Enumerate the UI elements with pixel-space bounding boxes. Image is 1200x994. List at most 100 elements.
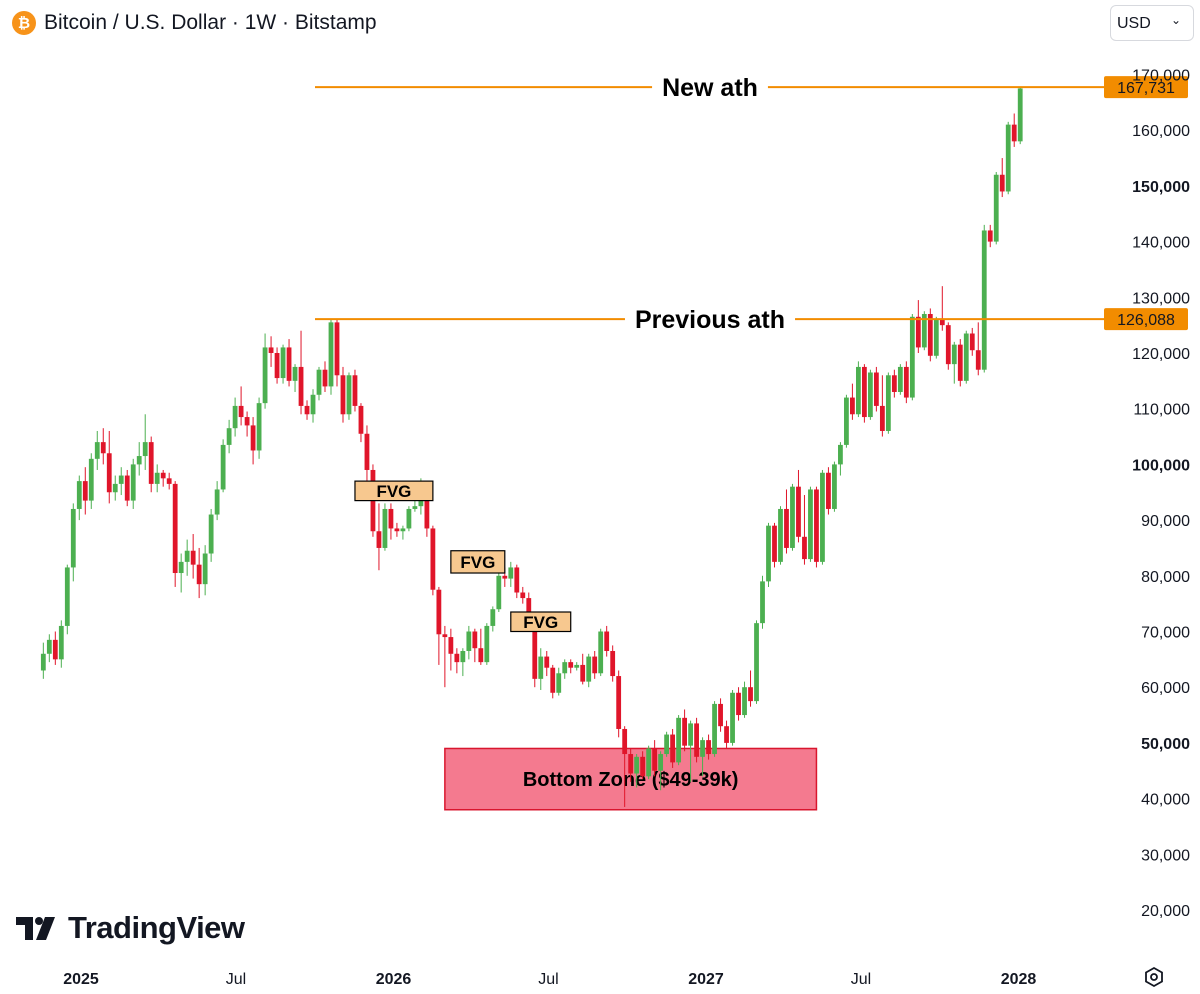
candle: [304, 400, 310, 420]
candle: [232, 397, 238, 437]
candle-body: [244, 417, 250, 426]
candle-body: [184, 550, 190, 562]
candle-body: [232, 405, 238, 429]
time-tick: 2026: [376, 971, 412, 988]
previous-ath-label: Previous ath: [635, 306, 785, 334]
candle: [490, 606, 496, 632]
candle: [310, 389, 316, 423]
candle: [790, 483, 795, 551]
candle-body: [688, 723, 693, 746]
candle-body: [508, 567, 514, 579]
candle-body: [706, 740, 711, 755]
candle-body: [754, 623, 759, 702]
candle-body: [526, 598, 532, 618]
candle-body: [784, 508, 789, 548]
candle-body: [46, 639, 52, 654]
bitcoin-icon: ₿: [12, 11, 36, 35]
candle-body: [861, 366, 867, 418]
candle: [496, 573, 502, 613]
candle: [945, 322, 951, 370]
candle: [484, 623, 490, 665]
time-tick: 2027: [688, 971, 724, 988]
candle: [478, 628, 484, 665]
candle: [520, 586, 526, 604]
candle: [238, 386, 244, 426]
candle: [891, 369, 897, 398]
candle-body: [322, 369, 328, 387]
new-ath-price-tag: [1104, 76, 1188, 99]
candle: [826, 467, 831, 515]
candle-body: [352, 375, 358, 406]
candle-body: [658, 754, 664, 771]
candle: [604, 625, 610, 657]
candle: [951, 341, 957, 384]
candle-body: [963, 333, 969, 381]
symbol-title[interactable]: Bitcoin / U.S. Dollar · 1W · Bitstamp: [44, 11, 377, 34]
candle: [568, 659, 574, 674]
candle: [190, 534, 196, 579]
candle-body: [88, 458, 94, 501]
candle-body: [778, 508, 783, 562]
candle: [88, 453, 94, 509]
currency-selector[interactable]: USD ⌄: [1110, 5, 1194, 41]
candle: [352, 369, 358, 412]
candle: [760, 575, 765, 629]
candle-body: [694, 723, 699, 757]
candle: [148, 436, 154, 493]
candle: [802, 495, 807, 565]
candle: [40, 642, 46, 679]
candle-body: [592, 656, 598, 674]
candle-body: [676, 717, 682, 763]
candle: [664, 731, 670, 757]
candle-body: [556, 673, 562, 693]
candle: [400, 525, 406, 540]
candle-body: [424, 481, 430, 529]
candle-body: [844, 397, 849, 445]
candle-body: [334, 322, 340, 376]
candle: [250, 417, 256, 465]
ath-lines-layer: New ath 167,731 Previous ath 126,088: [315, 74, 1188, 334]
candle-body: [412, 506, 418, 509]
candle: [580, 653, 586, 685]
candle-body: [927, 314, 933, 356]
chevron-down-icon: ⌄: [1171, 13, 1182, 27]
candle: [999, 158, 1005, 198]
candle-body: [274, 353, 280, 379]
candle-body: [166, 478, 172, 484]
candle: [778, 506, 783, 565]
price-tick: 160,000: [1132, 123, 1190, 140]
candle-body: [532, 617, 538, 679]
candle-body: [628, 754, 634, 774]
price-tick: 60,000: [1141, 680, 1190, 697]
candle: [106, 430, 112, 504]
candle-body: [256, 403, 262, 451]
candle: [921, 311, 927, 351]
candle-body: [544, 656, 550, 668]
candle: [748, 670, 753, 707]
candle: [328, 319, 334, 395]
candle: [214, 481, 220, 521]
settings-hexagon-icon[interactable]: [1143, 966, 1165, 988]
candle: [855, 361, 861, 418]
candle: [334, 319, 340, 387]
candle: [909, 314, 915, 401]
time-tick: Jul: [226, 971, 246, 988]
candle-body: [490, 609, 496, 626]
candle-body: [724, 726, 729, 743]
candle-body: [891, 375, 897, 392]
candle-body: [951, 344, 957, 365]
candle: [430, 525, 436, 596]
fvg-layer: FVG FVG FVG: [354, 480, 572, 633]
candle: [388, 503, 394, 540]
candle: [562, 659, 568, 679]
candle: [975, 322, 981, 376]
candle-body: [993, 174, 999, 242]
candle: [694, 717, 699, 763]
candle: [616, 670, 622, 738]
candle: [640, 751, 646, 780]
fvg-box-rect: [354, 480, 434, 502]
candle: [196, 547, 202, 599]
candle: [724, 720, 729, 749]
candle: [322, 361, 328, 392]
